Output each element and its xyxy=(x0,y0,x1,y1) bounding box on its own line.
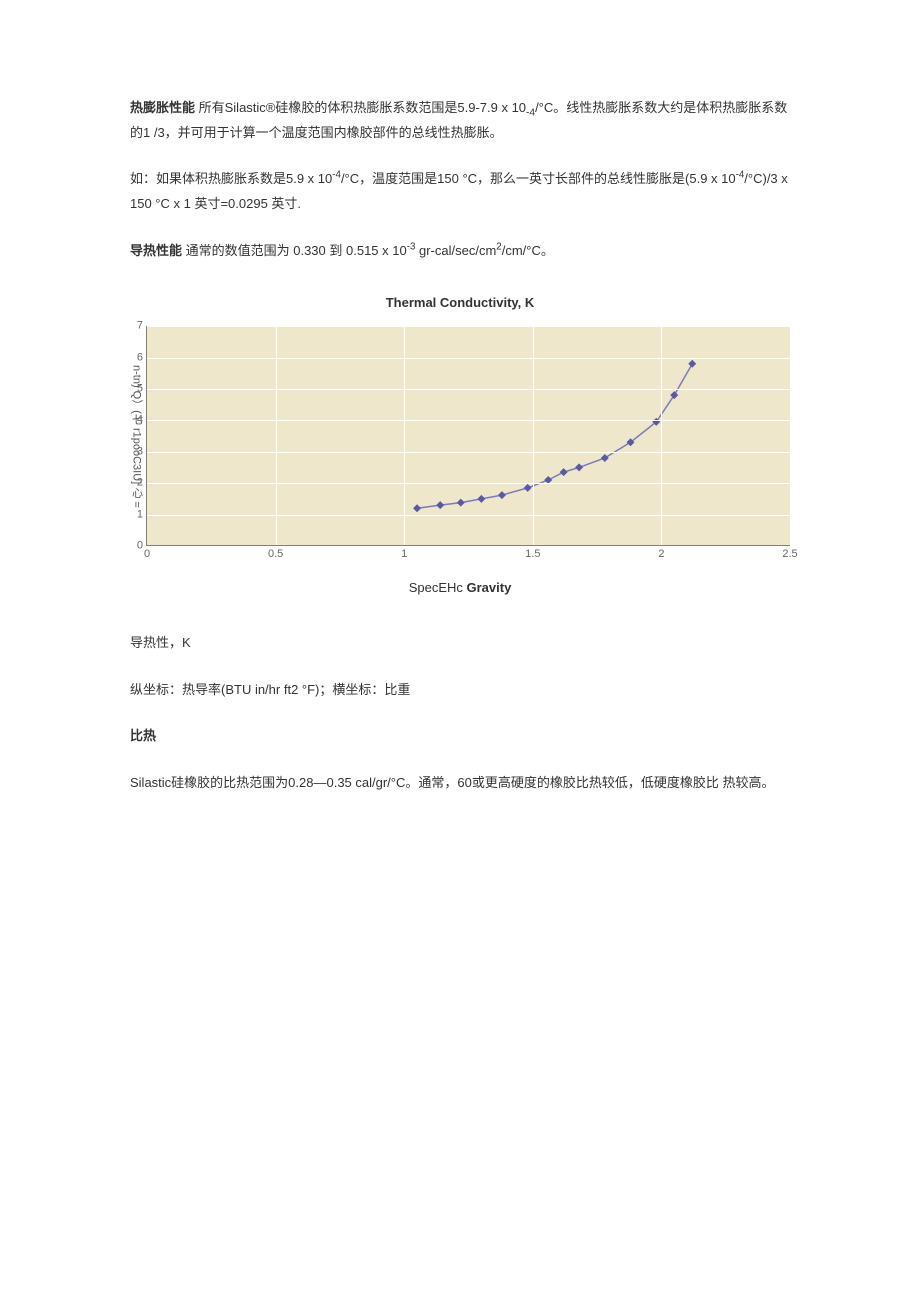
chart-x-axis-label: SpecEHc Gravity xyxy=(130,576,790,601)
chart-title: Thermal Conductivity, K xyxy=(130,291,790,316)
para3-c: /cm/°C。 xyxy=(502,243,554,258)
chart-vgrid xyxy=(404,326,405,545)
chart-marker xyxy=(498,491,506,499)
chart-marker xyxy=(457,499,465,507)
chart-xtick: 1.5 xyxy=(525,544,540,565)
para2-a: 如：如果体积热膨胀系数是5.9 x 10 xyxy=(130,171,332,186)
para-specific-heat-body: Silastic硅橡胶的比热范围为0.28―0.35 cal/gr/°C。通常，… xyxy=(130,771,790,796)
chart-ytick: 7 xyxy=(127,316,143,337)
chart-marker xyxy=(670,391,678,399)
chart-xtick: 0.5 xyxy=(268,544,283,565)
chart-vgrid xyxy=(276,326,277,545)
para2-sup2: -4 xyxy=(736,170,745,181)
chart-marker xyxy=(688,360,696,368)
chart-line xyxy=(417,364,692,509)
para-chart-caption-k: 导热性，K xyxy=(130,631,790,656)
para-axis-desc: 纵坐标：热导率(BTU in/hr ft2 °F)；横坐标：比重 xyxy=(130,678,790,703)
chart-plot-area: 0123456700.511.522.5 xyxy=(146,326,790,546)
chart-vgrid xyxy=(533,326,534,545)
chart-ytick: 4 xyxy=(127,410,143,431)
chart-ytick: 0 xyxy=(127,536,143,557)
chart-marker xyxy=(560,468,568,476)
chart-hgrid xyxy=(147,515,790,516)
xlabel-plain: SpecEHc xyxy=(409,580,467,595)
chart-xtick: 2.5 xyxy=(782,544,797,565)
chart-hgrid xyxy=(147,358,790,359)
xlabel-bold: Gravity xyxy=(467,580,512,595)
chart-ytick: 5 xyxy=(127,379,143,400)
chart-xtick: 2 xyxy=(658,544,664,565)
chart-xtick: 0 xyxy=(144,544,150,565)
para3-a: 通常的数值范围为 0.330 到 0.515 x 10 xyxy=(182,243,407,258)
para2-sup1: -4 xyxy=(332,170,341,181)
para1-lead: 热膨胀性能 xyxy=(130,100,195,115)
chart-ytick: 6 xyxy=(127,347,143,368)
chart-hgrid xyxy=(147,326,790,327)
chart-marker xyxy=(413,504,421,512)
chart-marker xyxy=(575,464,583,472)
document-page: 热膨胀性能 所有Silastic®硅橡胶的体积热膨胀系数范围是5.9-7.9 x… xyxy=(0,0,920,1302)
chart-ytick: 3 xyxy=(127,441,143,462)
para3-b: gr-cal/sec/cm xyxy=(415,243,496,258)
para2-b: /°C，温度范围是150 °C，那么一英寸长部件的总线性膨胀是(5.9 x 10 xyxy=(341,171,736,186)
chart-hgrid xyxy=(147,389,790,390)
chart-hgrid xyxy=(147,452,790,453)
chart-marker xyxy=(601,454,609,462)
chart-vgrid xyxy=(661,326,662,545)
para1-sup1: -4 xyxy=(526,108,535,119)
chart-vgrid xyxy=(790,326,791,545)
chart-container: n-tn) Q）(七 r1pooC3IU] 心 = 0123456700.511… xyxy=(130,326,790,546)
chart-marker xyxy=(524,484,532,492)
chart-ytick: 1 xyxy=(127,504,143,525)
chart-box: 0123456700.511.522.5 xyxy=(146,326,790,546)
chart-xtick: 1 xyxy=(401,544,407,565)
chart-ytick: 2 xyxy=(127,473,143,494)
chart-marker xyxy=(477,495,485,503)
para3-lead: 导热性能 xyxy=(130,243,182,258)
para-thermal-expansion: 热膨胀性能 所有Silastic®硅橡胶的体积热膨胀系数范围是5.9-7.9 x… xyxy=(130,96,790,145)
chart-line-series xyxy=(147,326,790,546)
chart-hgrid xyxy=(147,420,790,421)
para-specific-heat-head: 比热 xyxy=(130,724,790,749)
para1-a: 所有Silastic®硅橡胶的体积热膨胀系数范围是5.9-7.9 x 10 xyxy=(195,100,526,115)
chart-marker xyxy=(436,501,444,509)
chart-hgrid xyxy=(147,483,790,484)
para-example: 如：如果体积热膨胀系数是5.9 x 10-4/°C，温度范围是150 °C，那么… xyxy=(130,167,790,216)
para-thermal-conductivity: 导热性能 通常的数值范围为 0.330 到 0.515 x 10-3 gr-ca… xyxy=(130,239,790,264)
